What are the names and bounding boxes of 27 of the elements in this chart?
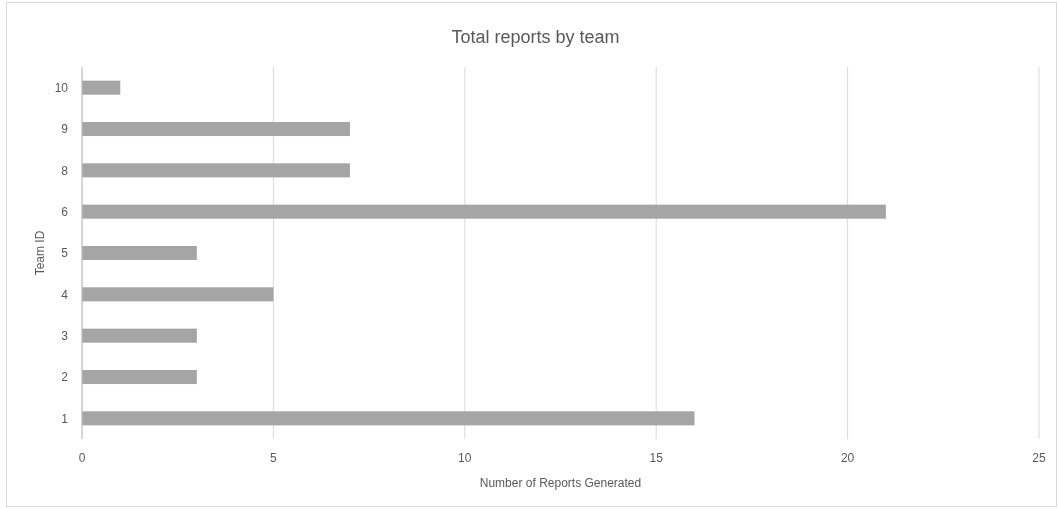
x-tick-label: 10: [458, 451, 472, 465]
chart-title: Total reports by team: [451, 27, 620, 47]
bar: [82, 204, 886, 219]
bar: [82, 163, 350, 178]
x-axis-title: Number of Reports Generated: [479, 476, 642, 490]
x-tick-label: 0: [78, 451, 86, 465]
bar: [82, 369, 197, 385]
y-tick-label: 2: [61, 370, 69, 385]
x-tick-label: 15: [649, 451, 664, 465]
y-tick-label: 6: [61, 204, 69, 219]
y-axis-title: Team ID: [33, 230, 47, 276]
bar: [82, 121, 350, 137]
x-tick-label: 5: [270, 451, 278, 465]
x-tick-label: 25: [1032, 451, 1046, 465]
x-tick-label: 20: [840, 451, 855, 465]
y-tick-label: 8: [61, 163, 69, 178]
y-tick-label: 9: [61, 122, 69, 137]
y-tick-label: 10: [54, 80, 69, 95]
bar: [82, 287, 274, 302]
y-tick-label: 4: [61, 287, 69, 302]
bar: [82, 328, 197, 343]
bar: [82, 245, 197, 261]
y-tick-label: 5: [61, 246, 69, 261]
y-tick-label: 3: [61, 328, 69, 343]
bar: [82, 80, 121, 95]
y-tick-label: 1: [61, 411, 69, 426]
bar: [82, 411, 695, 426]
